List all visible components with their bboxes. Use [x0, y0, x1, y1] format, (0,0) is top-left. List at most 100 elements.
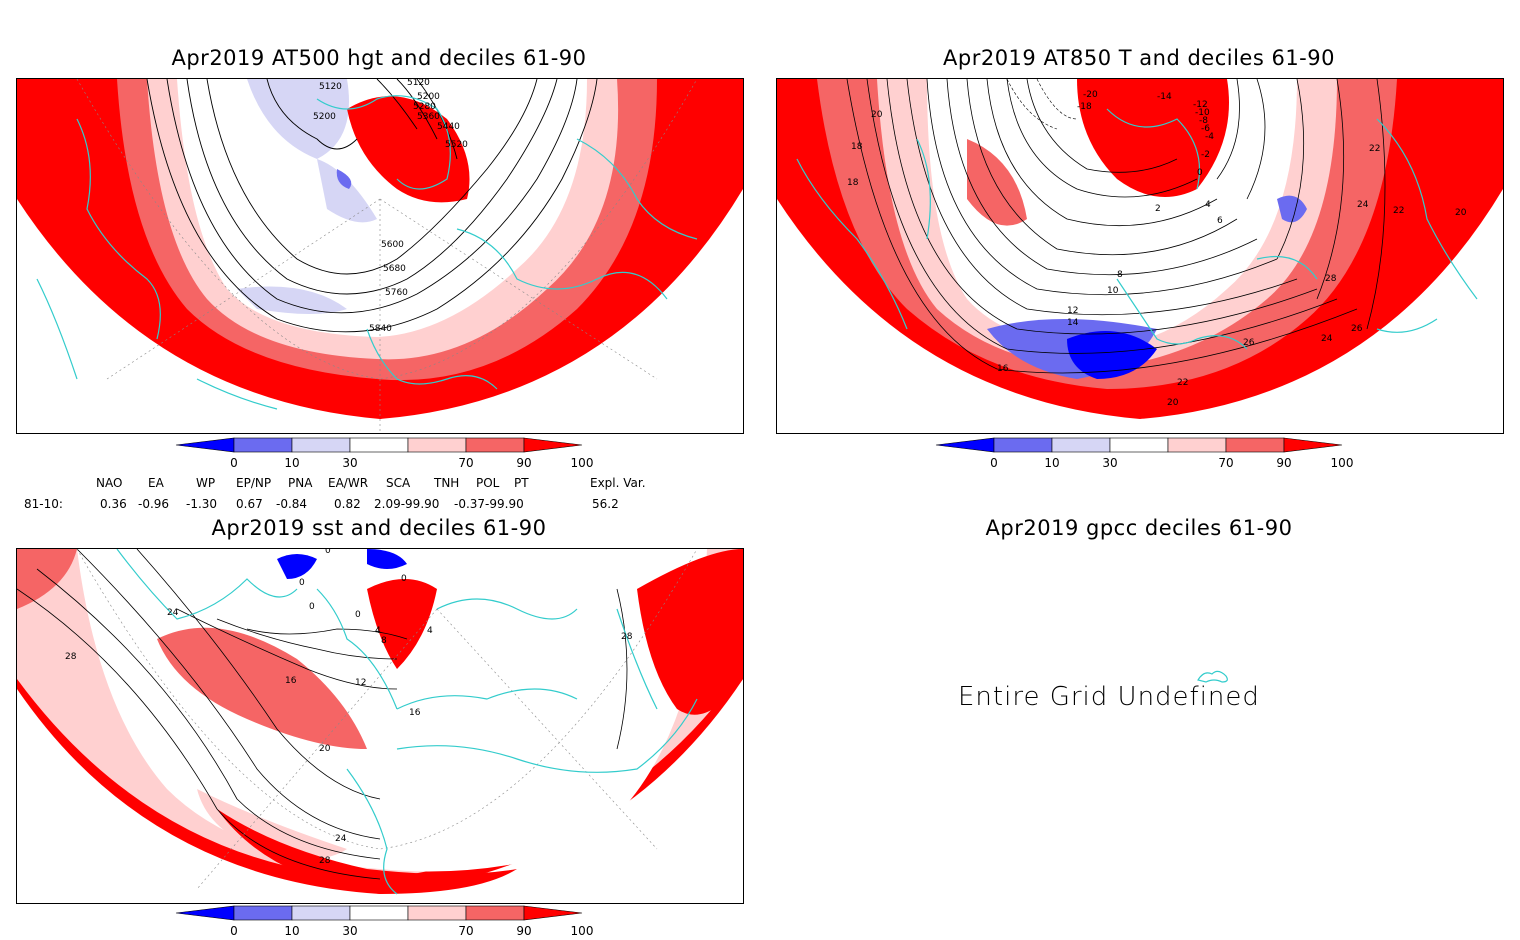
index-header: EA	[148, 476, 164, 490]
contour-label: 16	[285, 676, 297, 686]
colorbar-segment	[233, 905, 293, 921]
contour-label: 0	[299, 578, 305, 588]
contour-label: 5520	[445, 140, 468, 150]
colorbar-segment	[291, 437, 351, 453]
index-header: PNA	[288, 476, 313, 490]
contour-label: 10	[1107, 286, 1119, 296]
colorbar-tick-label: 70	[458, 456, 473, 470]
index-header: Expl. Var.	[590, 476, 646, 490]
colorbar-arrow-high	[523, 905, 583, 921]
contour-label: 5200	[417, 92, 440, 102]
colorbar-t850: 0 10 30 70 90 100	[935, 437, 1353, 472]
index-row-label: 81-10:	[24, 497, 63, 511]
panel-title-hgt500: Apr2019 AT500 hgt and deciles 61-90	[171, 46, 587, 70]
index-header: TNH	[434, 476, 460, 490]
colorbar-tick-label: 70	[458, 924, 473, 938]
index-value: 0.67	[236, 497, 263, 511]
contour-label: 26	[1243, 338, 1255, 348]
colorbar-svg: 0 10 30 70 90 100	[175, 905, 593, 938]
colorbar-tick-label: 30	[1102, 456, 1117, 470]
colorbar-segment	[465, 437, 525, 453]
colorbar-arrow-high	[523, 437, 583, 453]
colorbar-sst: 0 10 30 70 90 100	[175, 905, 593, 940]
colorbar-arrow-low	[175, 905, 235, 921]
map-t850-svg: -20 -18 -14 -12 -10 -8 -6 -4 -2 0 2 4 6 …	[777, 79, 1503, 419]
index-value: 0.82	[334, 497, 361, 511]
colorbar-tick-label: 100	[571, 924, 594, 938]
index-header: EP/NP	[236, 476, 272, 490]
contour-label: 5200	[313, 112, 336, 122]
colorbar-tick-label: 90	[1276, 456, 1291, 470]
contour-label: 20	[1167, 398, 1179, 408]
colorbar-tick-label: 90	[516, 456, 531, 470]
gpcc-map-fragment	[1196, 666, 1232, 686]
contour-label: 18	[847, 178, 859, 188]
colorbar-segment	[291, 905, 351, 921]
contour-label: 14	[1067, 318, 1079, 328]
contour-label: 24	[335, 834, 347, 844]
colorbar-segment	[349, 905, 409, 921]
colorbar-svg: 0 10 30 70 90 100	[175, 437, 593, 470]
colorbar-tick-label: 30	[342, 924, 357, 938]
colorbar-segment	[1051, 437, 1111, 453]
colorbar-arrow-low	[935, 437, 995, 453]
index-value: 0.36	[100, 497, 127, 511]
colorbar-tick-label: 0	[230, 924, 238, 938]
contour-label: -2	[1201, 150, 1210, 160]
colorbar-tick-label: 100	[1331, 456, 1354, 470]
colorbar-segment	[233, 437, 293, 453]
colorbar-tick-label: 70	[1218, 456, 1233, 470]
contour-label: 4	[1205, 200, 1211, 210]
map-sst: 0 0 0 0 0 4 4 8 12 16 16 20 24 28 28 28 …	[16, 548, 744, 904]
colorbar-tick-label: 90	[516, 924, 531, 938]
colorbar-hgt500: 0 10 30 70 90 100	[175, 437, 593, 472]
index-value: -1.30	[186, 497, 218, 511]
undefined-grid-message: Entire Grid Undefined	[958, 682, 1260, 712]
index-header: PT	[514, 476, 529, 490]
colorbar-tick-label: 0	[230, 456, 238, 470]
contour-label: 4	[427, 626, 433, 636]
contour-label: 0	[309, 602, 315, 612]
contour-label: -20	[1083, 90, 1098, 100]
contour-label: 22	[1369, 144, 1380, 154]
contour-label: 0	[1197, 168, 1203, 178]
contour-label: -8	[1199, 116, 1208, 126]
colorbar-segment	[1167, 437, 1227, 453]
index-value: 2.09-99.90	[374, 497, 440, 511]
contour-label: -10	[1195, 108, 1210, 118]
contour-label: 20	[1455, 208, 1467, 218]
contour-label: 24	[1321, 334, 1333, 344]
contour-label: 20	[319, 744, 331, 754]
colorbar-segment	[1109, 437, 1169, 453]
contour-label: 5120	[319, 82, 342, 92]
panel-title-t850: Apr2019 AT850 T and deciles 61-90	[943, 46, 1335, 70]
contour-labels-hgt500: 5120 5120 5200 5200 5280 5360 5440 5520 …	[313, 79, 468, 334]
colorbar-arrow-low	[175, 437, 235, 453]
colorbar-arrow-high	[1283, 437, 1343, 453]
contour-label: 5440	[437, 122, 460, 132]
contour-label: 12	[1067, 306, 1078, 316]
map-sst-svg: 0 0 0 0 0 4 4 8 12 16 16 20 24 28 28 28 …	[17, 549, 743, 895]
colorbar-tick-label: 0	[990, 456, 998, 470]
contour-label: 16	[409, 708, 421, 718]
contour-label: 26	[1351, 324, 1363, 334]
contour-label: 20	[871, 110, 883, 120]
contour-label: -12	[1193, 100, 1208, 110]
index-header: NAO	[96, 476, 123, 490]
map-hgt500-svg: 5120 5120 5200 5200 5280 5360 5440 5520 …	[17, 79, 743, 433]
colorbar-segment	[1225, 437, 1285, 453]
index-header: POL	[476, 476, 500, 490]
contour-label: 0	[355, 610, 361, 620]
contour-label: 4	[375, 626, 381, 636]
index-value: 56.2	[592, 497, 619, 511]
contour-label: 24	[167, 608, 179, 618]
contour-label: 8	[1117, 270, 1123, 280]
panel-title-sst: Apr2019 sst and deciles 61-90	[211, 516, 547, 540]
contour-label: 5680	[383, 264, 406, 274]
contour-label: -4	[1205, 132, 1214, 142]
contour-label: 28	[65, 652, 77, 662]
contour-label: 5360	[417, 112, 440, 122]
contour-label: -18	[1077, 102, 1092, 112]
colorbar-tick-label: 10	[1044, 456, 1059, 470]
colorbar-tick-label: 10	[284, 456, 299, 470]
